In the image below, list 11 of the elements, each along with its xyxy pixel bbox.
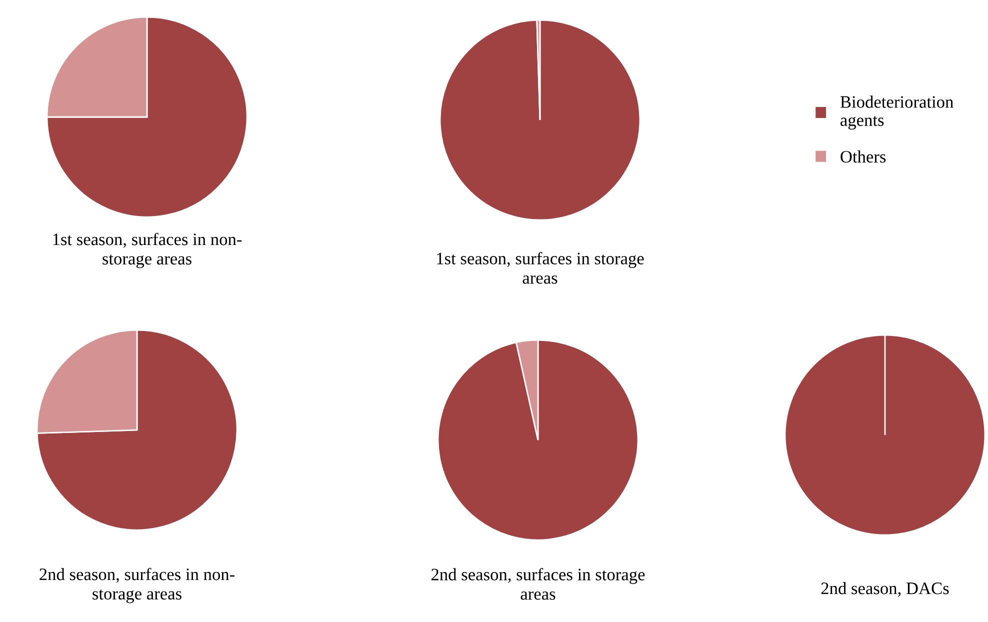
text: 2nd season, DACs xyxy=(821,582,949,597)
text: 2nd season, surfaces in storage areas xyxy=(431,568,645,600)
pie-slice xyxy=(437,339,639,541)
legend-label: Others xyxy=(840,150,886,163)
legend-label: Biodeterioration agents xyxy=(840,96,954,130)
text: 2nd season, surfaces in non- storage areas xyxy=(40,568,234,604)
pie-slice xyxy=(46,16,248,218)
text: 1st season, surfaces in non- storage areas xyxy=(53,232,242,268)
pie-slice xyxy=(439,19,641,221)
pie-slice xyxy=(36,329,238,531)
text: 1st season, surfaces in storage areas xyxy=(437,252,644,284)
